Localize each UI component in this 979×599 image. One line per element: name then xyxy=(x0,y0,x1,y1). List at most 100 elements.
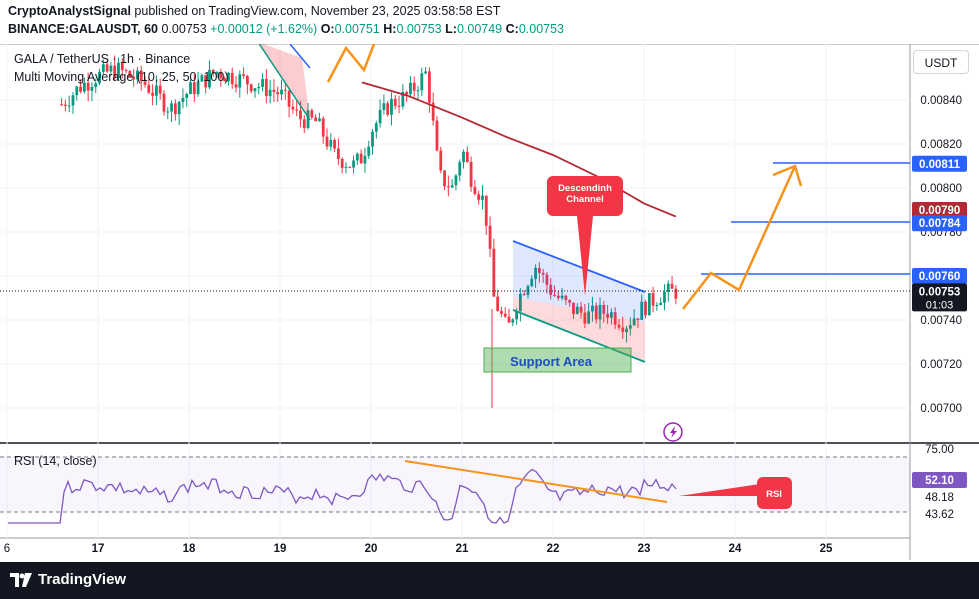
candle-body xyxy=(242,74,245,76)
candle-body xyxy=(617,324,621,328)
candle-body xyxy=(90,86,94,91)
candle-body xyxy=(518,293,522,312)
candle-body xyxy=(181,97,185,102)
wedge-upper-line xyxy=(289,43,311,69)
candle-body xyxy=(94,83,98,87)
time-axis[interactable]: 6 17 18 19 20 21 22 23 24 25 xyxy=(4,543,833,555)
candle-body xyxy=(477,194,481,200)
low-label: L: xyxy=(445,22,457,36)
candle-body xyxy=(386,103,390,115)
candle-body xyxy=(435,120,439,151)
rsi-trendline xyxy=(404,460,668,503)
time-tick-label: 20 xyxy=(365,543,378,555)
price-badge-label: 0.00811 xyxy=(919,159,961,171)
candle-body xyxy=(245,75,249,85)
candle-body xyxy=(143,81,147,85)
author-name[interactable]: CryptoAnalystSignal xyxy=(8,4,131,18)
candle-body xyxy=(439,150,443,171)
candle-body xyxy=(302,119,306,128)
main-pane-background xyxy=(0,44,910,442)
rsi-legend[interactable]: RSI (14, close) xyxy=(14,454,97,468)
candle-body xyxy=(264,79,268,96)
candle-body xyxy=(162,93,166,112)
candle-body xyxy=(253,88,257,92)
candle-body xyxy=(60,104,63,106)
price-badge-label: 0.00784 xyxy=(919,218,961,230)
candle-body xyxy=(276,92,280,95)
price-axis[interactable]: 0.008400.008200.008000.007800.007600.007… xyxy=(920,95,962,415)
open-label: O: xyxy=(320,22,335,36)
candle-body xyxy=(177,101,181,115)
candle-body xyxy=(234,84,238,88)
candle-body xyxy=(412,82,416,91)
candle-body xyxy=(79,86,82,92)
rsi-axis-label: 75.00 xyxy=(925,444,954,456)
candle-body xyxy=(651,293,655,306)
symbol-label: BINANCE:GALAUSDT, 60 xyxy=(8,22,159,36)
candle-body xyxy=(424,71,427,74)
channel-upper-fill xyxy=(513,241,645,322)
time-tick-label: 23 xyxy=(638,543,651,555)
candle-body xyxy=(427,71,431,103)
candle-body xyxy=(575,306,579,315)
candle-body xyxy=(230,72,234,85)
candle-body xyxy=(367,146,371,156)
rsi-axis-label: 43.62 xyxy=(925,509,954,521)
candle-body xyxy=(113,65,117,79)
candle-body xyxy=(602,304,606,314)
candle-body xyxy=(382,103,386,110)
rsi-axis-label: 48.18 xyxy=(925,492,954,504)
candle-body xyxy=(196,81,200,95)
candle-body xyxy=(211,69,215,74)
indicator-legend[interactable]: Multi Moving Average (10, 25, 50, 100) xyxy=(14,70,229,84)
candle-body xyxy=(158,85,162,94)
candle-body xyxy=(139,70,143,82)
candle-body xyxy=(545,274,549,285)
currency-button[interactable]: USDT xyxy=(913,50,969,74)
channel-callout-label: Descendinh Channel xyxy=(558,183,612,205)
candle-body xyxy=(591,305,594,312)
candle-body xyxy=(655,304,659,306)
tradingview-logo-icon xyxy=(10,573,32,588)
tradingview-logo[interactable]: TradingView xyxy=(10,571,126,588)
price-tick-label: 0.00700 xyxy=(920,403,962,415)
candle-body xyxy=(594,305,598,320)
price-change: +0.00012 (+1.62%) xyxy=(210,22,318,36)
candle-body xyxy=(333,140,336,149)
candle-body xyxy=(481,195,484,200)
candle-body xyxy=(640,301,644,320)
price-tick-label: 0.00720 xyxy=(920,359,962,371)
price-badge-level xyxy=(912,215,967,232)
candle-body xyxy=(291,106,295,110)
price-badge-label: 0.00753 xyxy=(919,286,961,298)
candle-body xyxy=(632,318,636,326)
lightning-icon[interactable] xyxy=(663,422,683,442)
time-tick-label: 17 xyxy=(92,543,105,555)
candle-body xyxy=(363,155,367,164)
symbol-legend[interactable]: GALA / TetherUS · 1h · Binance xyxy=(14,52,191,66)
candle-body xyxy=(450,185,454,188)
candle-body xyxy=(609,312,613,318)
price-tick-label: 0.00800 xyxy=(920,183,962,195)
candle-body xyxy=(299,110,302,120)
candle-body xyxy=(185,94,189,98)
rsi-callout-label: RSI xyxy=(766,489,782,500)
candle-body xyxy=(124,70,128,72)
candle-body xyxy=(71,95,75,106)
candle-body xyxy=(469,161,473,187)
candle-body xyxy=(465,151,469,162)
candle-body xyxy=(359,153,363,164)
candle-body xyxy=(329,140,333,147)
candle-body xyxy=(98,71,101,84)
orange-zigzag-top xyxy=(326,43,376,83)
candle-body xyxy=(621,327,625,333)
candle-body xyxy=(261,79,264,87)
close-label: C: xyxy=(505,22,519,36)
high-value: 0.00753 xyxy=(396,22,442,36)
channel-callout-box xyxy=(547,176,623,216)
brand-text: TradingView xyxy=(38,571,127,588)
candle-body xyxy=(147,84,151,93)
candle-body xyxy=(579,306,583,313)
